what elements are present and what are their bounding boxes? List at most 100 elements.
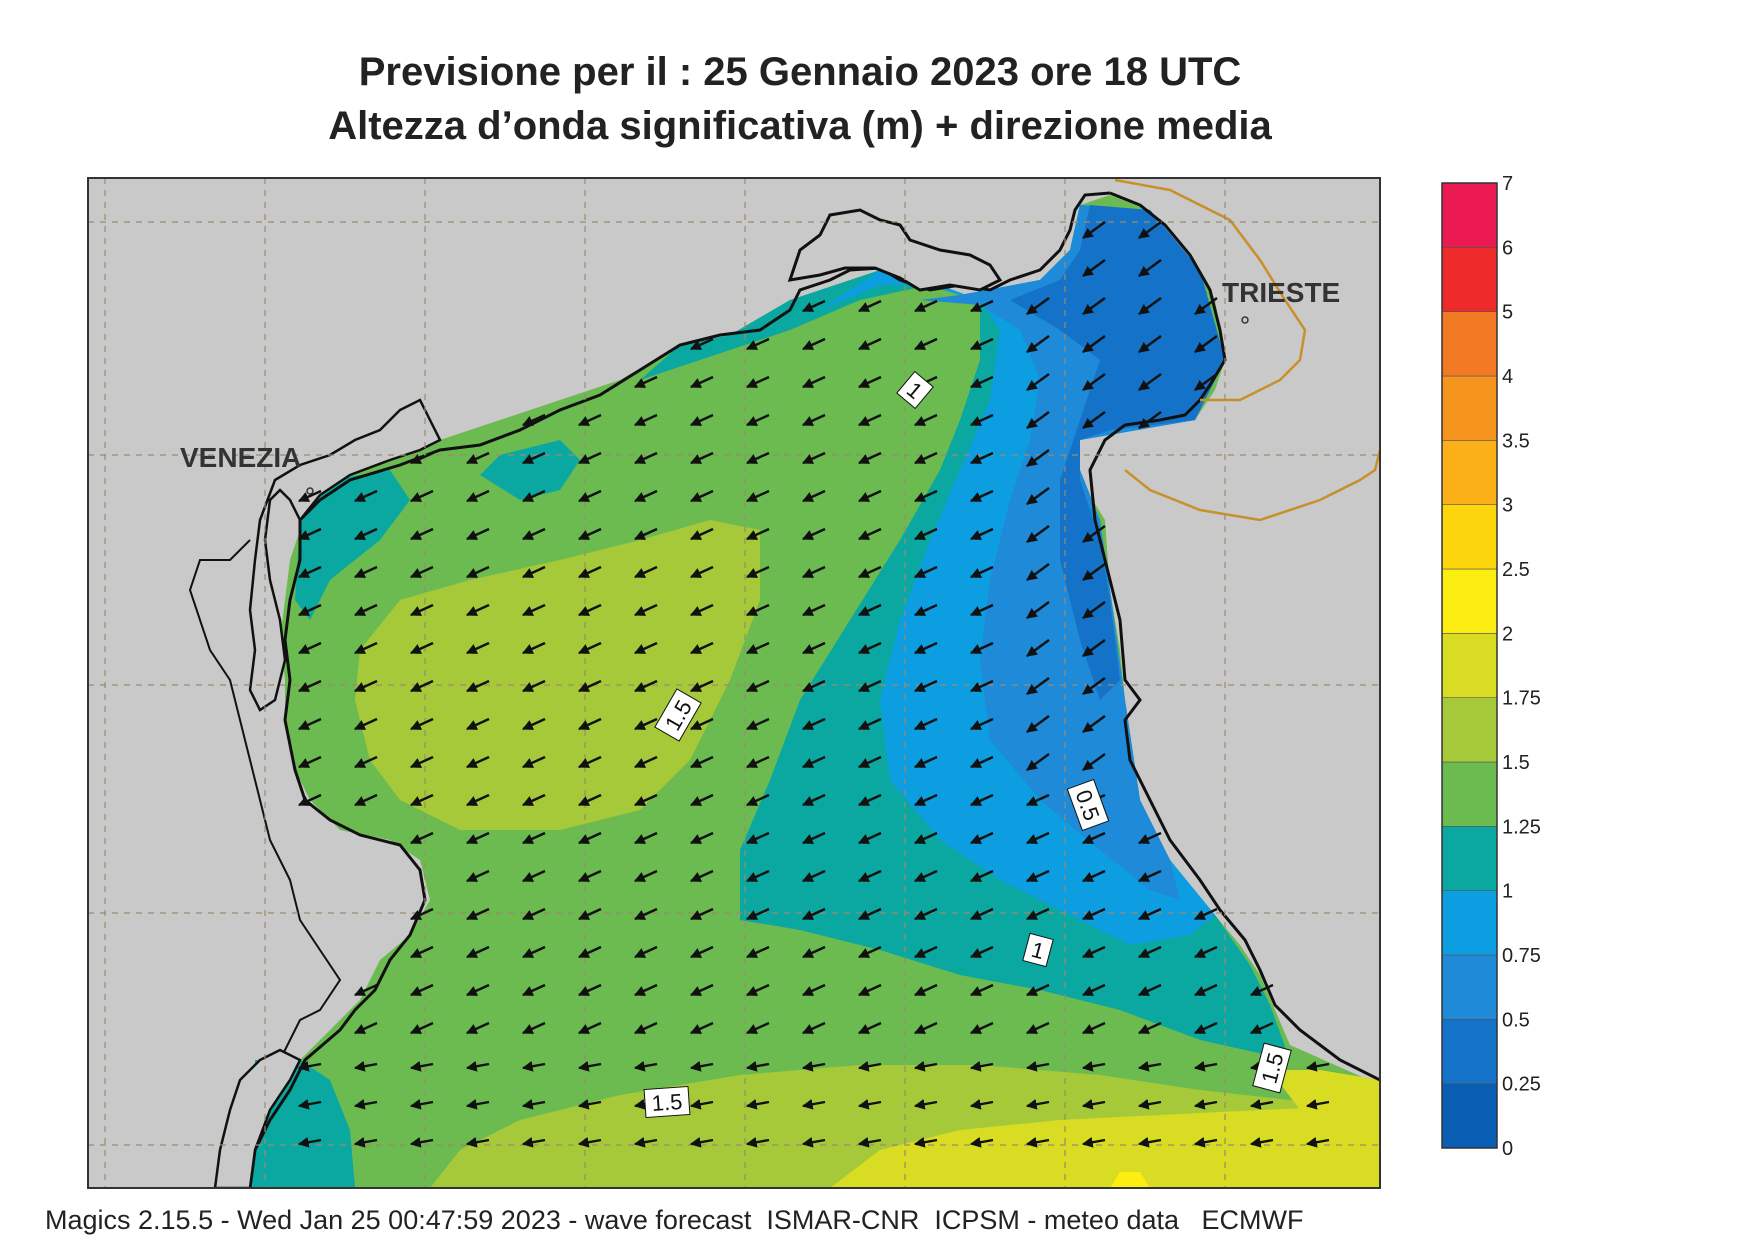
wave-arrow	[1250, 1021, 1274, 1035]
wave-arrow	[1026, 1021, 1050, 1035]
wave-arrow	[1082, 869, 1106, 883]
wave-arrow	[1082, 297, 1106, 315]
wave-arrow	[858, 831, 882, 845]
wave-arrow	[466, 565, 490, 579]
legend-label-1-25: 1.25	[1502, 816, 1541, 838]
wave-arrow	[1026, 525, 1050, 543]
wave-arrow	[690, 375, 714, 389]
map-frame	[87, 177, 1381, 1189]
wave-arrow	[410, 489, 434, 503]
wave-arrow	[1082, 907, 1106, 921]
wave-arrow	[634, 869, 658, 883]
wave-arrow	[1082, 831, 1106, 845]
legend-label-0-5: 0.5	[1502, 1009, 1530, 1031]
wave-arrow	[578, 755, 602, 769]
wave-arrow	[465, 1136, 490, 1148]
wave-arrow	[578, 831, 602, 845]
wave-arrow	[690, 793, 714, 807]
wave-arrow	[522, 565, 546, 579]
legend-label-1-75: 1.75	[1502, 688, 1541, 710]
wave-arrow	[746, 565, 770, 579]
wave-arrow	[1082, 983, 1106, 997]
wave-arrow	[466, 907, 490, 921]
wave-arrow	[298, 603, 322, 617]
wave-arrow	[466, 755, 490, 769]
svg-text:1.5: 1.5	[651, 1089, 683, 1116]
wave-arrow	[298, 679, 322, 693]
wave-arrow	[858, 527, 882, 541]
wave-arrow	[466, 717, 490, 731]
wave-arrow	[746, 451, 770, 465]
wave-arrow	[578, 527, 602, 541]
wave-arrow	[522, 451, 546, 465]
wave-arrow	[858, 1021, 882, 1035]
legend-label-2: 2	[1502, 623, 1513, 645]
wave-arrow	[858, 413, 882, 427]
wave-arrow	[521, 1136, 546, 1148]
wave-arrow	[746, 679, 770, 693]
wave-arrow	[858, 755, 882, 769]
wave-arrow	[466, 603, 490, 617]
wave-arrow	[970, 489, 994, 503]
wave-arrow	[1138, 411, 1162, 429]
wave-arrow	[1138, 945, 1162, 959]
wave-arrow	[914, 945, 938, 959]
wave-arrow	[802, 527, 826, 541]
wave-arrow	[802, 679, 826, 693]
wave-arrow	[1305, 1098, 1330, 1110]
wave-arrow	[690, 945, 714, 959]
wave-arrow	[1137, 1098, 1162, 1110]
wave-arrow	[1082, 677, 1106, 695]
wave-arrow	[410, 945, 434, 959]
wave-arrow	[690, 489, 714, 503]
wave-arrow	[578, 489, 602, 503]
wave-arrow	[970, 1021, 994, 1035]
wave-arrow	[1082, 525, 1106, 543]
wave-arrow	[410, 679, 434, 693]
wave-arrow	[522, 641, 546, 655]
wave-arrow	[634, 755, 658, 769]
wave-arrow	[970, 679, 994, 693]
wave-zone-2-0	[1110, 1172, 1150, 1188]
legend-swatch-2-5	[1441, 504, 1498, 570]
color-legend: 0 0.25 0.5 0.75 1 1.25 1.5 1.75 2 2.5 3 3.5 4 5 6 7	[1441, 173, 1541, 1160]
trieste-marker	[1241, 316, 1249, 324]
wave-arrow	[1026, 297, 1050, 315]
wave-arrow	[802, 337, 826, 351]
wave-arrow	[1082, 563, 1106, 581]
wave-arrow	[1250, 983, 1274, 997]
wave-arrow	[914, 1021, 938, 1035]
wave-arrow	[690, 1021, 714, 1035]
wave-arrow	[578, 413, 602, 427]
wave-arrow	[634, 983, 658, 997]
wave-arrow	[522, 755, 546, 769]
wave-arrow	[634, 413, 658, 427]
wave-arrow	[858, 565, 882, 579]
wave-arrow	[578, 793, 602, 807]
contour-label-1-5-south: 1.5	[643, 1085, 691, 1119]
footer-credits: Magics 2.15.5 - Wed Jan 25 00:47:59 2023…	[45, 1205, 1304, 1235]
wave-arrow	[410, 983, 434, 997]
wave-arrow	[354, 641, 378, 655]
wave-arrow	[801, 1060, 826, 1072]
wave-arrow	[914, 489, 938, 503]
wave-zone-1-0-coast	[295, 470, 410, 620]
wave-arrow	[1026, 869, 1050, 883]
coastline-north	[298, 191, 1111, 522]
wave-arrow	[970, 337, 994, 351]
legend-swatch-1-75	[1441, 633, 1498, 698]
wave-arrow	[857, 1098, 882, 1110]
wave-arrow	[1026, 335, 1050, 353]
wave-arrow	[802, 793, 826, 807]
wave-arrow	[410, 755, 434, 769]
wave-arrow	[466, 945, 490, 959]
wave-arrow	[1081, 1098, 1106, 1110]
wave-arrow	[354, 717, 378, 731]
wave-arrow	[410, 1021, 434, 1035]
wave-arrow	[410, 641, 434, 655]
wave-arrow	[1138, 373, 1162, 391]
wave-arrow	[577, 1098, 602, 1110]
wave-arrow	[802, 983, 826, 997]
wave-arrow	[1082, 221, 1106, 239]
wave-arrow	[522, 983, 546, 997]
